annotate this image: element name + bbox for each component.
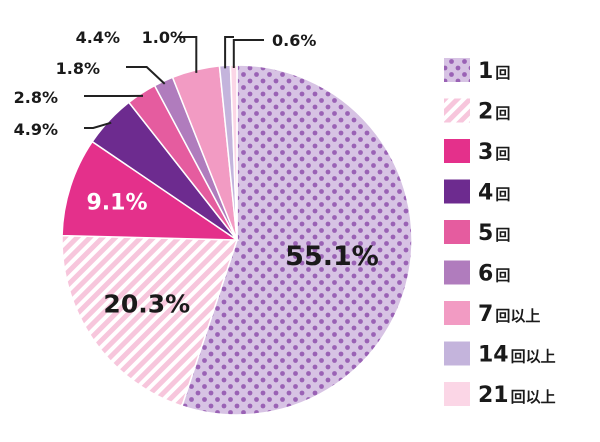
legend-swatch-3 (444, 139, 470, 163)
legend-swatch-1 (444, 58, 470, 82)
slice-label-4: 4.9% (14, 120, 58, 139)
legend-label-8: 14 回以上 (478, 343, 556, 368)
slice-label-7: 4.4% (76, 28, 120, 47)
pie-slice-3 (61, 140, 240, 241)
legend: 1 回 2 回 3 回 4 回 5 回 6 回 7 回以上 14 回以上 21 回以上 (444, 58, 556, 408)
pie-slices (61, 64, 413, 416)
pie-slice-2 (61, 234, 239, 408)
callout-line-8 (224, 36, 234, 69)
pie-callouts: 4.9% 2.8% 1.8% 4.4% 1.0% 0.6% (14, 28, 317, 139)
legend-swatch-7 (444, 301, 470, 325)
slice-label-5: 2.8% (14, 88, 58, 107)
callout-line-7 (178, 36, 198, 73)
slice-label-6: 1.8% (56, 59, 100, 78)
callout-line-6 (126, 66, 166, 85)
legend-label-9: 21 回以上 (478, 383, 556, 408)
slice-label-2: 20.3% (103, 289, 190, 318)
slice-label-9: 0.6% (272, 31, 316, 50)
pie-inner-labels: 55.1% 20.3% 9.1% (86, 190, 378, 318)
slice-label-8: 1.0% (142, 28, 186, 47)
legend-swatch-2 (444, 98, 470, 123)
slice-label-3: 9.1% (86, 190, 147, 215)
slice-label-1: 55.1% (285, 241, 379, 272)
callout-line-9 (232, 39, 264, 68)
legend-swatch-6 (444, 260, 470, 285)
legend-swatch-4 (444, 179, 470, 204)
legend-swatch-5 (444, 220, 470, 244)
pie-slice-1 (180, 64, 413, 416)
callout-line-4 (84, 121, 112, 129)
legend-swatch-8 (444, 341, 470, 366)
legend-swatch-9 (444, 382, 470, 406)
legend-label-7: 7 回以上 (478, 302, 540, 327)
